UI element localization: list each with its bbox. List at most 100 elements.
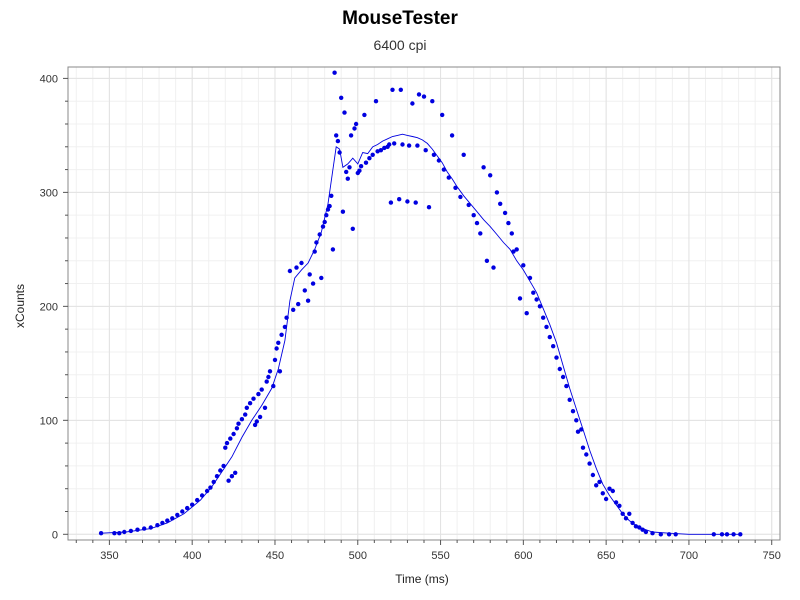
data-point — [531, 290, 536, 295]
data-point — [319, 275, 324, 281]
y-tick-label: 400 — [40, 73, 58, 85]
data-point — [514, 247, 519, 252]
data-point — [658, 532, 663, 537]
data-point — [373, 99, 379, 104]
data-point — [234, 426, 240, 431]
data-point — [643, 529, 649, 535]
data-point — [236, 421, 241, 426]
data-point — [310, 281, 316, 286]
data-point — [594, 483, 599, 488]
data-point — [575, 429, 581, 434]
data-point — [574, 418, 579, 423]
data-point — [471, 213, 476, 218]
data-point — [623, 516, 629, 521]
data-point — [521, 263, 526, 268]
axes: 350 400 450 500 550 600 650 700 750 0 100 200 300 400 — [40, 73, 781, 562]
data-point — [494, 190, 500, 195]
data-point — [353, 121, 359, 127]
data-point — [332, 70, 337, 75]
data-point — [488, 173, 493, 178]
data-point — [567, 397, 572, 402]
data-point — [195, 497, 200, 503]
data-point — [557, 366, 562, 372]
data-point — [259, 387, 264, 392]
data-point — [607, 486, 612, 491]
y-tick-label: 0 — [52, 529, 58, 541]
data-point — [342, 110, 347, 115]
data-point — [627, 511, 632, 516]
data-point — [330, 247, 336, 252]
series-layer — [98, 70, 743, 537]
data-point — [345, 176, 350, 181]
data-point — [449, 133, 455, 138]
data-point — [305, 298, 311, 303]
data-point — [423, 148, 428, 153]
data-point — [252, 422, 258, 428]
data-point — [243, 412, 248, 417]
data-point — [551, 344, 556, 349]
data-point — [112, 531, 117, 536]
data-point — [397, 197, 402, 202]
data-point — [350, 226, 355, 231]
data-point — [357, 168, 362, 173]
data-point — [590, 472, 596, 478]
data-point — [560, 374, 566, 380]
data-point — [266, 374, 271, 380]
data-point — [339, 95, 344, 101]
y-tick-label: 300 — [40, 187, 58, 199]
data-point — [738, 532, 743, 537]
data-point — [244, 405, 249, 410]
data-point — [446, 175, 451, 180]
data-point — [597, 479, 602, 485]
data-point — [302, 288, 307, 293]
x-tick-label: 650 — [597, 550, 615, 562]
data-point — [390, 87, 395, 93]
data-point — [367, 156, 372, 161]
data-point — [267, 369, 273, 374]
data-point — [440, 112, 445, 118]
data-point — [534, 297, 539, 302]
data-point — [564, 383, 569, 389]
data-point — [204, 488, 210, 494]
data-point — [554, 355, 559, 360]
data-point — [239, 417, 245, 422]
data-point — [180, 509, 185, 514]
x-tick-label: 350 — [100, 550, 118, 562]
data-point — [388, 200, 394, 205]
data-point — [347, 165, 352, 170]
data-point — [406, 143, 412, 148]
series-line — [101, 133, 739, 535]
x-tick-label: 600 — [514, 550, 532, 562]
data-point — [334, 133, 339, 138]
data-point — [398, 87, 403, 93]
data-point — [491, 265, 496, 270]
data-point — [502, 210, 508, 216]
data-point — [506, 220, 511, 226]
data-point — [544, 324, 549, 330]
data-point — [279, 332, 284, 337]
data-point — [541, 315, 546, 320]
x-tick-label: 700 — [680, 550, 698, 562]
data-point — [327, 203, 332, 209]
data-point — [231, 431, 236, 437]
data-point — [348, 133, 354, 138]
data-point — [299, 260, 304, 266]
x-tick-label: 400 — [183, 550, 201, 562]
data-point — [478, 231, 483, 236]
data-point — [257, 414, 263, 420]
data-point — [296, 301, 301, 307]
data-point — [421, 94, 427, 99]
y-tick-label: 100 — [40, 415, 58, 427]
data-point — [312, 249, 317, 254]
data-point — [291, 307, 296, 312]
x-tick-label: 750 — [763, 550, 781, 562]
data-point — [524, 311, 529, 316]
data-point — [294, 265, 299, 270]
data-point — [274, 346, 279, 351]
data-point — [547, 334, 552, 340]
data-point — [229, 474, 235, 479]
data-point — [413, 200, 418, 205]
data-point — [256, 391, 261, 397]
x-tick-label: 500 — [349, 550, 367, 562]
chart-title: MouseTester — [342, 8, 458, 29]
